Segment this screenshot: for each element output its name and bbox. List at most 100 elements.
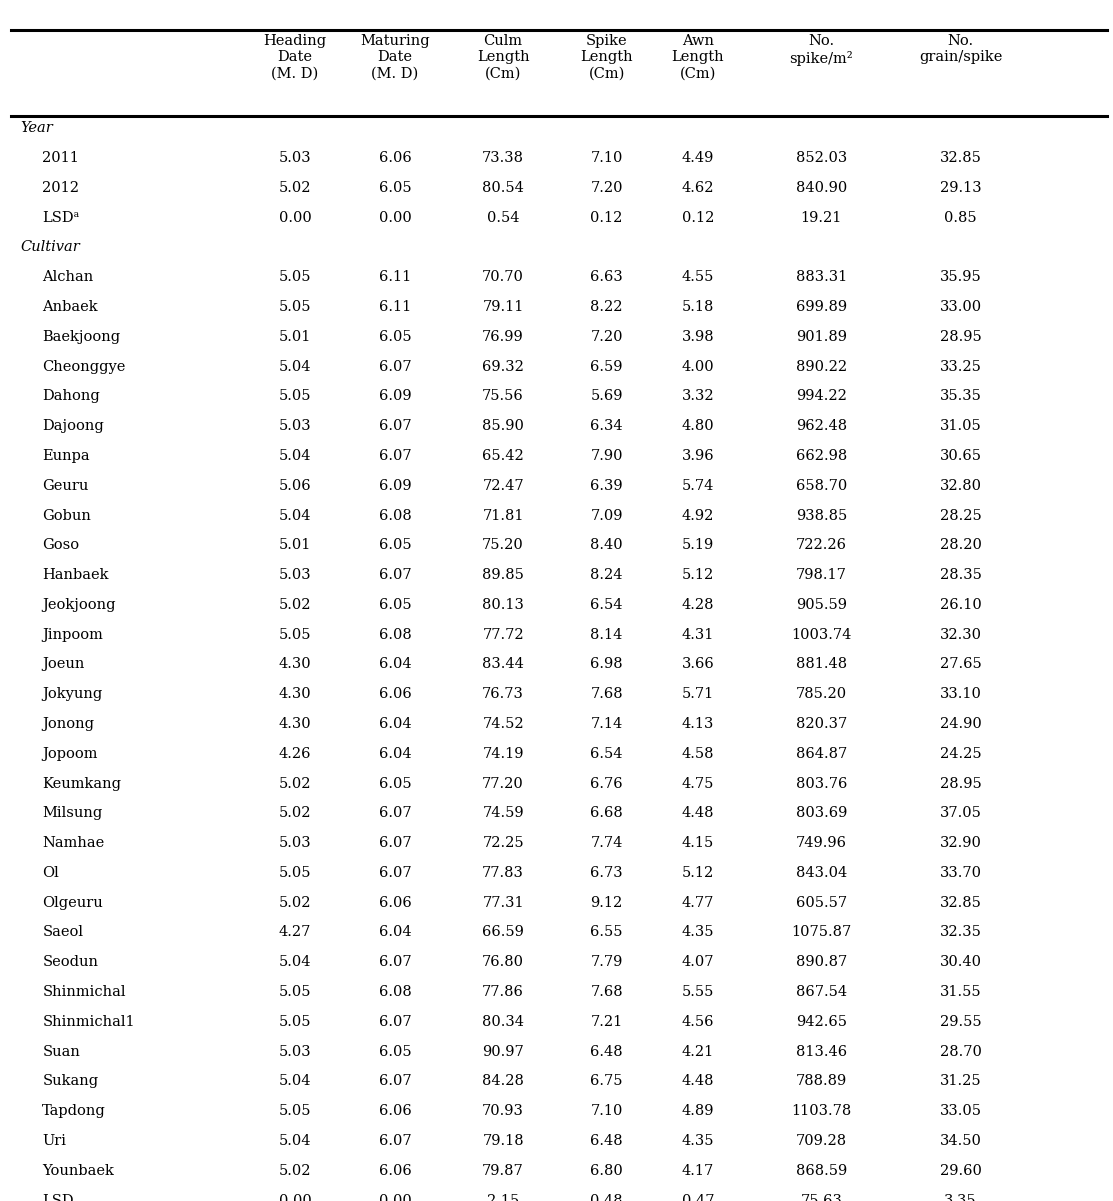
Text: 5.04: 5.04: [278, 955, 312, 969]
Text: 4.75: 4.75: [681, 777, 715, 790]
Text: 7.10: 7.10: [590, 151, 623, 165]
Text: 28.20: 28.20: [939, 538, 982, 552]
Text: No.
grain/spike: No. grain/spike: [919, 34, 1002, 65]
Text: 89.85: 89.85: [482, 568, 524, 582]
Text: 8.40: 8.40: [590, 538, 623, 552]
Text: 788.89: 788.89: [796, 1075, 847, 1088]
Text: Jinpoom: Jinpoom: [42, 628, 104, 641]
Text: 76.99: 76.99: [482, 330, 524, 343]
Text: 32.35: 32.35: [939, 926, 982, 939]
Text: Uri: Uri: [42, 1134, 67, 1148]
Text: 77.31: 77.31: [482, 896, 524, 909]
Text: 5.04: 5.04: [278, 1075, 312, 1088]
Text: 6.06: 6.06: [378, 1104, 412, 1118]
Text: 32.85: 32.85: [939, 151, 982, 165]
Text: 901.89: 901.89: [796, 330, 847, 343]
Text: 6.48: 6.48: [590, 1045, 623, 1058]
Text: 6.07: 6.07: [378, 866, 412, 880]
Text: 7.68: 7.68: [590, 985, 623, 999]
Text: 4.30: 4.30: [278, 687, 312, 701]
Text: Anbaek: Anbaek: [42, 300, 98, 313]
Text: 3.98: 3.98: [681, 330, 715, 343]
Text: 33.70: 33.70: [939, 866, 982, 880]
Text: 6.05: 6.05: [378, 1045, 412, 1058]
Text: 8.14: 8.14: [590, 628, 623, 641]
Text: 4.26: 4.26: [278, 747, 312, 760]
Text: 4.07: 4.07: [681, 955, 715, 969]
Text: 6.04: 6.04: [378, 657, 412, 671]
Text: 4.35: 4.35: [681, 926, 715, 939]
Text: 5.04: 5.04: [278, 1134, 312, 1148]
Text: 4.62: 4.62: [681, 181, 715, 195]
Text: Gobun: Gobun: [42, 508, 91, 522]
Text: 5.02: 5.02: [278, 896, 312, 909]
Text: 6.07: 6.07: [378, 836, 412, 850]
Text: 5.02: 5.02: [278, 806, 312, 820]
Text: 852.03: 852.03: [796, 151, 847, 165]
Text: Geuru: Geuru: [42, 479, 89, 492]
Text: 19.21: 19.21: [800, 210, 843, 225]
Text: 0.00: 0.00: [278, 210, 312, 225]
Text: 5.02: 5.02: [278, 1164, 312, 1178]
Text: Culm
Length
(Cm): Culm Length (Cm): [476, 34, 530, 82]
Text: 5.01: 5.01: [278, 330, 312, 343]
Text: 864.87: 864.87: [796, 747, 847, 760]
Text: 4.30: 4.30: [278, 657, 312, 671]
Text: 2.15: 2.15: [487, 1194, 519, 1201]
Text: 35.35: 35.35: [939, 389, 982, 404]
Text: 803.76: 803.76: [796, 777, 847, 790]
Text: 7.20: 7.20: [590, 330, 623, 343]
Text: Goso: Goso: [42, 538, 79, 552]
Text: 6.55: 6.55: [590, 926, 623, 939]
Text: 69.32: 69.32: [482, 359, 524, 374]
Text: 2011: 2011: [42, 151, 79, 165]
Text: 4.00: 4.00: [681, 359, 715, 374]
Text: 7.20: 7.20: [590, 181, 623, 195]
Text: 6.07: 6.07: [378, 955, 412, 969]
Text: 5.55: 5.55: [681, 985, 715, 999]
Text: Shinmichal1: Shinmichal1: [42, 1015, 135, 1029]
Text: 24.25: 24.25: [939, 747, 982, 760]
Text: 5.06: 5.06: [278, 479, 312, 492]
Text: 6.59: 6.59: [590, 359, 623, 374]
Text: 6.06: 6.06: [378, 1164, 412, 1178]
Text: 5.03: 5.03: [278, 419, 312, 434]
Text: 79.11: 79.11: [482, 300, 524, 313]
Text: 66.59: 66.59: [482, 926, 524, 939]
Text: 7.14: 7.14: [591, 717, 622, 731]
Text: 85.90: 85.90: [482, 419, 524, 434]
Text: 31.55: 31.55: [939, 985, 982, 999]
Text: 709.28: 709.28: [796, 1134, 847, 1148]
Text: 79.18: 79.18: [482, 1134, 524, 1148]
Text: 4.56: 4.56: [681, 1015, 715, 1029]
Text: 813.46: 813.46: [796, 1045, 847, 1058]
Text: 6.54: 6.54: [590, 747, 623, 760]
Text: 76.73: 76.73: [482, 687, 524, 701]
Text: 6.63: 6.63: [590, 270, 623, 285]
Text: 6.73: 6.73: [590, 866, 623, 880]
Text: Jonong: Jonong: [42, 717, 95, 731]
Text: 5.01: 5.01: [278, 538, 312, 552]
Text: 75.20: 75.20: [482, 538, 524, 552]
Text: 34.50: 34.50: [939, 1134, 982, 1148]
Text: 883.31: 883.31: [796, 270, 847, 285]
Text: Cultivar: Cultivar: [20, 240, 80, 255]
Text: 4.48: 4.48: [681, 806, 715, 820]
Text: Baekjoong: Baekjoong: [42, 330, 120, 343]
Text: Namhae: Namhae: [42, 836, 105, 850]
Text: 6.98: 6.98: [590, 657, 623, 671]
Text: 5.05: 5.05: [278, 1104, 312, 1118]
Text: 30.40: 30.40: [939, 955, 982, 969]
Text: 3.35: 3.35: [944, 1194, 977, 1201]
Text: 798.17: 798.17: [796, 568, 847, 582]
Text: 6.34: 6.34: [590, 419, 623, 434]
Text: 4.31: 4.31: [681, 628, 715, 641]
Text: Milsung: Milsung: [42, 806, 102, 820]
Text: Sukang: Sukang: [42, 1075, 98, 1088]
Text: Joeun: Joeun: [42, 657, 85, 671]
Text: 4.15: 4.15: [682, 836, 713, 850]
Text: 699.89: 699.89: [796, 300, 847, 313]
Text: 5.02: 5.02: [278, 181, 312, 195]
Text: Eunpa: Eunpa: [42, 449, 90, 462]
Text: 6.54: 6.54: [590, 598, 623, 611]
